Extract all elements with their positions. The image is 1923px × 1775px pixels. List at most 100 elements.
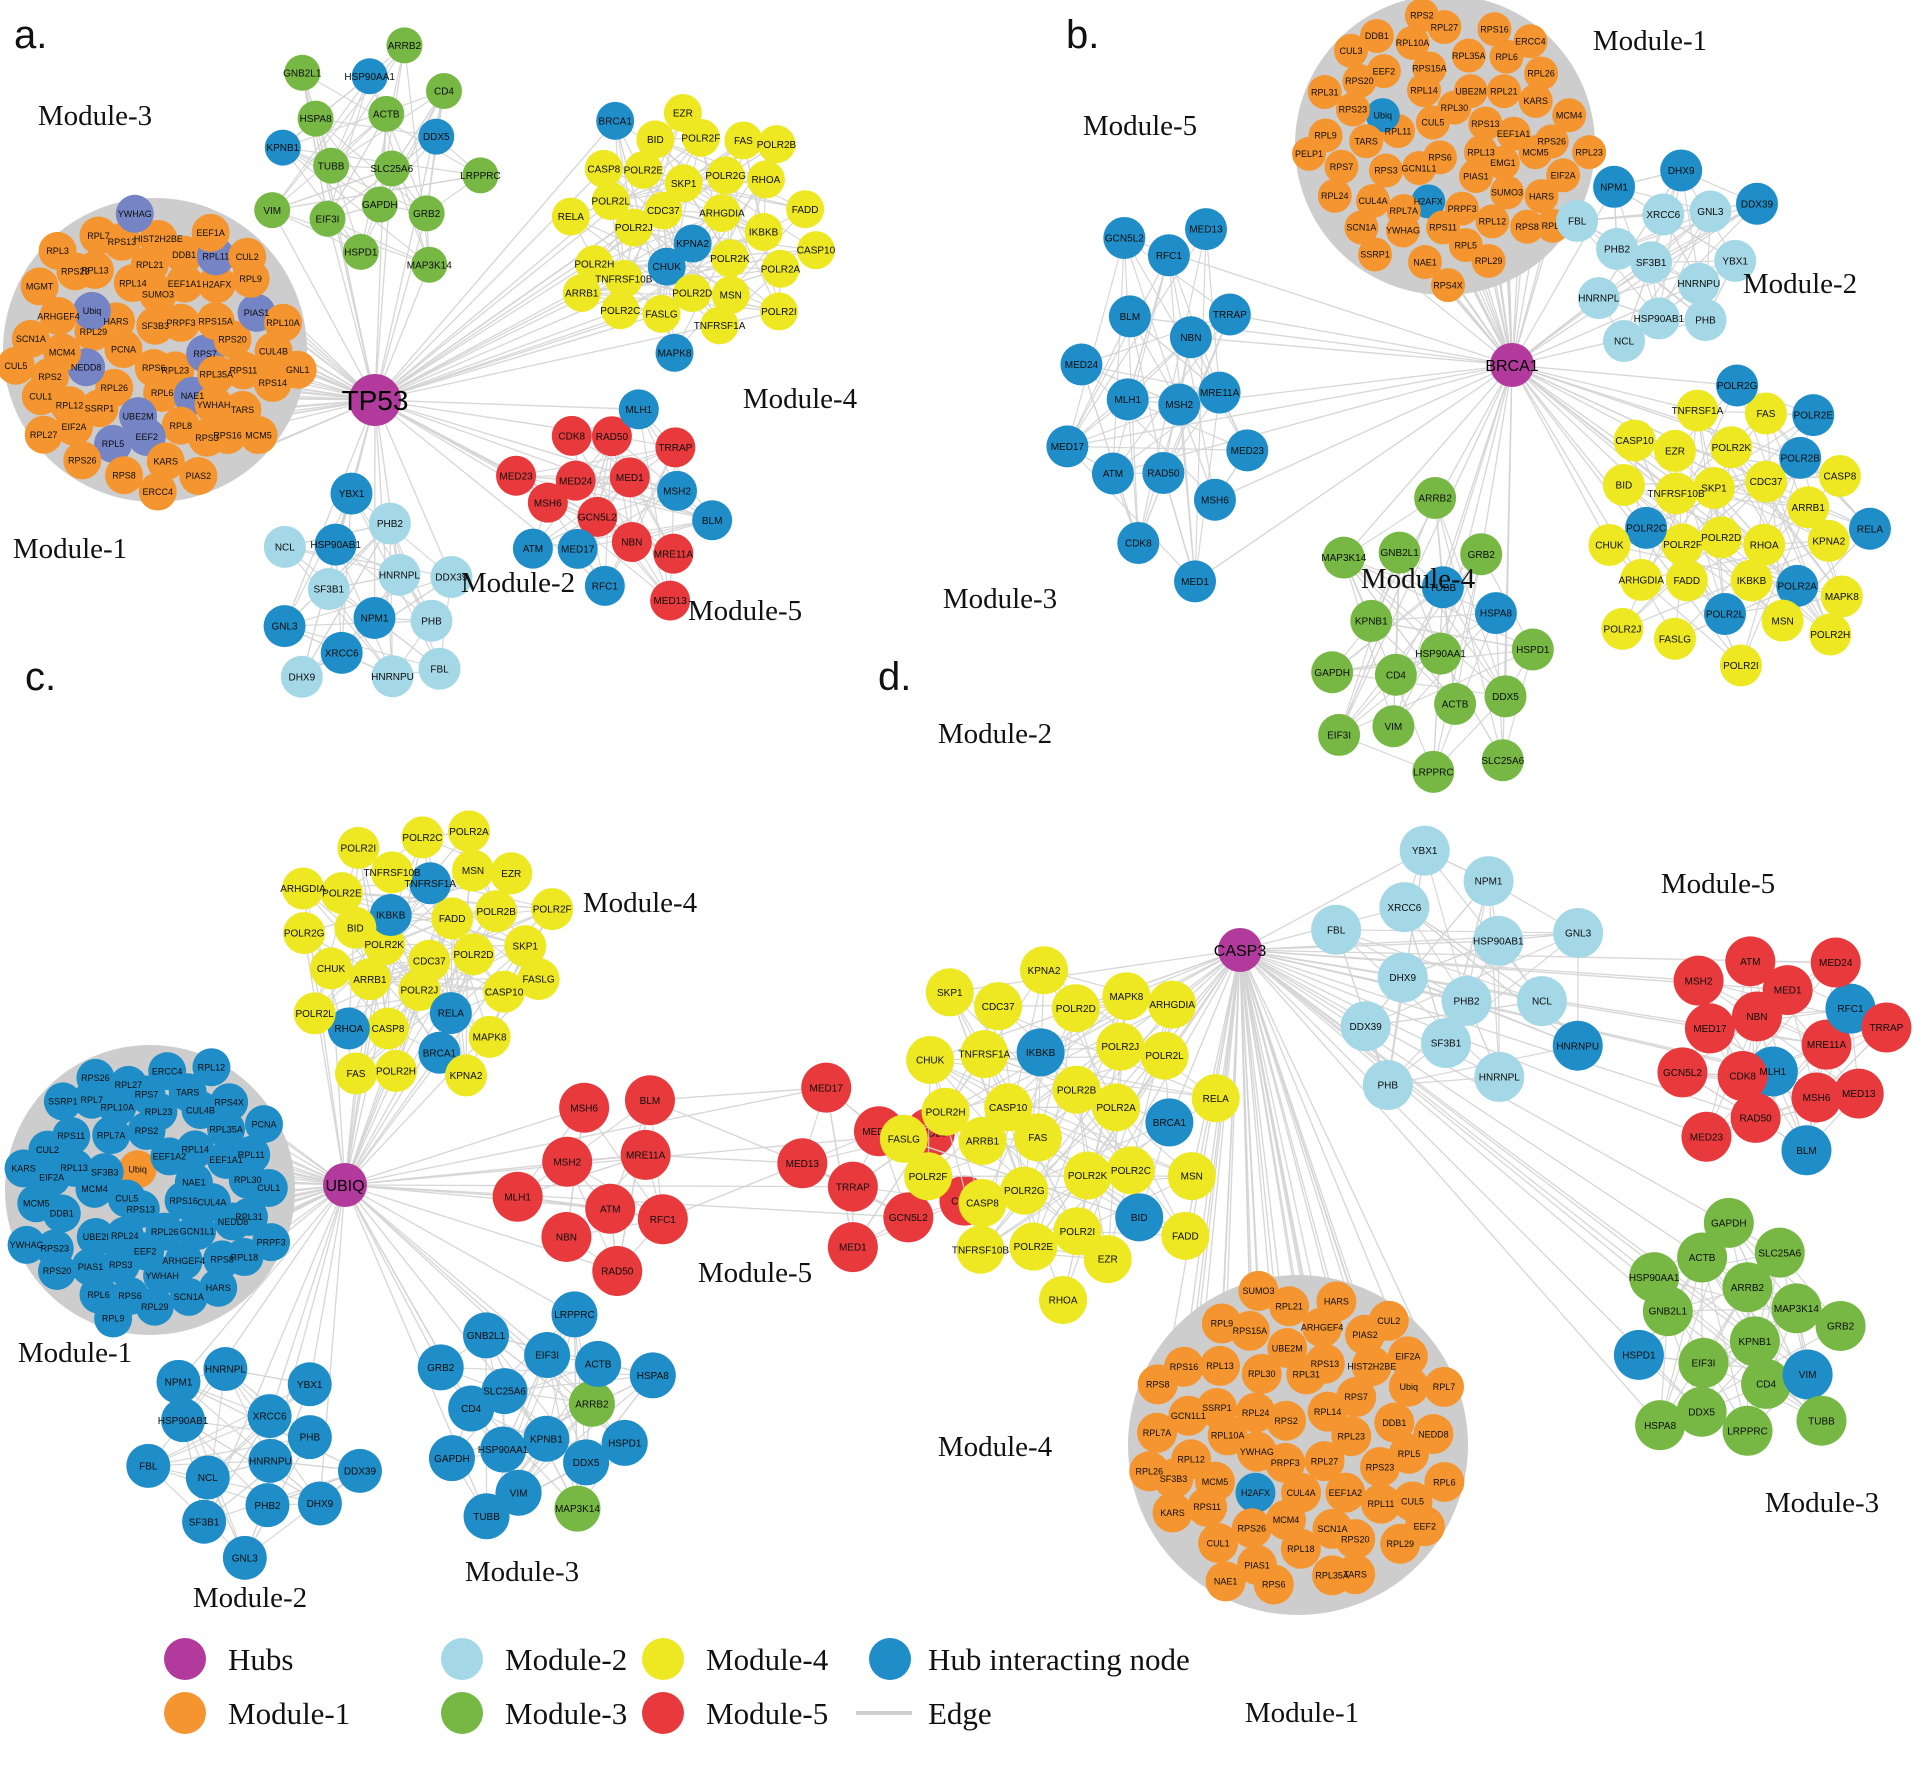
network-node (1102, 972, 1151, 1021)
network-node (1602, 463, 1645, 506)
network-node (1818, 455, 1861, 498)
network-node (1000, 1166, 1049, 1215)
network-node (1524, 179, 1559, 214)
network-node (178, 1212, 217, 1251)
network-node (555, 460, 596, 501)
network-node (1681, 1111, 1732, 1162)
network-node (1725, 936, 1776, 987)
network-node (673, 224, 712, 263)
network-node (146, 442, 185, 481)
network-node (452, 849, 495, 892)
edge (344, 1087, 827, 1186)
edge (1239, 949, 1669, 1312)
network-node (1331, 1416, 1372, 1457)
network-node (746, 160, 785, 199)
network-node (1140, 1031, 1189, 1080)
edge (374, 399, 401, 575)
edge (1115, 949, 1241, 1108)
edge (203, 1184, 346, 1522)
legend-label: Module-2 (505, 1642, 627, 1677)
edge (1511, 364, 1742, 666)
network-node (642, 294, 681, 333)
network-node (76, 1217, 115, 1256)
network-node (1129, 1451, 1170, 1492)
network-node (1572, 135, 1607, 170)
edge (389, 523, 394, 677)
edge (1239, 949, 1822, 1422)
network-node (1340, 1001, 1391, 1052)
module3-legend-swatch (441, 1692, 483, 1734)
edge (374, 292, 583, 401)
module1-legend-swatch (164, 1692, 206, 1734)
edge (344, 1184, 442, 1368)
network-node (496, 455, 537, 496)
network-node (1307, 75, 1342, 110)
interactor-legend-swatch (869, 1638, 911, 1680)
network-node (1359, 18, 1394, 53)
network-node (584, 565, 625, 606)
edge (1424, 850, 1468, 1002)
network-node (1009, 1222, 1058, 1271)
network-node (1552, 1020, 1603, 1071)
network-node (448, 1385, 495, 1432)
edge (571, 435, 671, 601)
network-node (1460, 533, 1503, 576)
network-node (1477, 12, 1512, 47)
network-node (348, 958, 391, 1001)
edge (1740, 507, 1809, 666)
network-node (664, 164, 703, 203)
network-node (307, 568, 350, 611)
edge (1127, 255, 1170, 400)
module-label: Module-4 (938, 1431, 1053, 1463)
network-node (1703, 1197, 1754, 1248)
network-node (1684, 299, 1727, 342)
network-node (1676, 1386, 1727, 1437)
network-node (213, 320, 252, 359)
network-node (958, 1179, 1007, 1228)
network-node (263, 605, 306, 648)
edge (945, 949, 1241, 1113)
network-node (1399, 825, 1450, 876)
edge (532, 446, 676, 550)
network-node (879, 1114, 928, 1163)
network-node (192, 1048, 231, 1087)
network-node (1161, 1211, 1210, 1260)
network-node (230, 1197, 269, 1236)
network-node (1322, 536, 1365, 579)
network-node (1191, 1074, 1240, 1123)
network-node (710, 239, 749, 278)
network-node (557, 528, 598, 569)
hub-node (349, 374, 401, 426)
legend-label: Hub interacting node (928, 1642, 1190, 1677)
network-node (1613, 419, 1656, 462)
network-node (624, 1075, 675, 1126)
network-node (1613, 1329, 1664, 1380)
network-node (320, 872, 363, 915)
network-node (378, 553, 421, 596)
network-node (1729, 1316, 1780, 1367)
network-node (1404, 0, 1439, 33)
network-node (109, 1065, 148, 1104)
network-node (601, 1419, 648, 1466)
panel-c: CDC37POLR2KFADDPOLR2JIKBKBPOLR2DARRB1TNF… (4, 655, 990, 1614)
network-node (1762, 965, 1813, 1016)
network-node (1719, 644, 1762, 687)
network-node (601, 291, 640, 330)
edge (1239, 949, 1781, 1254)
network-node (1743, 523, 1786, 566)
network-node (1513, 24, 1548, 59)
edge (309, 1184, 346, 1385)
network-node (1655, 472, 1698, 515)
network-node (1039, 1275, 1088, 1324)
edge (344, 1107, 585, 1186)
network-node (1115, 1193, 1164, 1242)
edge (1511, 282, 1700, 366)
network-node (1475, 204, 1510, 239)
network-node (551, 415, 592, 456)
edge (272, 167, 392, 211)
network-node (1407, 245, 1442, 280)
network-node (1468, 106, 1503, 141)
legend-label: Edge (928, 1696, 992, 1731)
